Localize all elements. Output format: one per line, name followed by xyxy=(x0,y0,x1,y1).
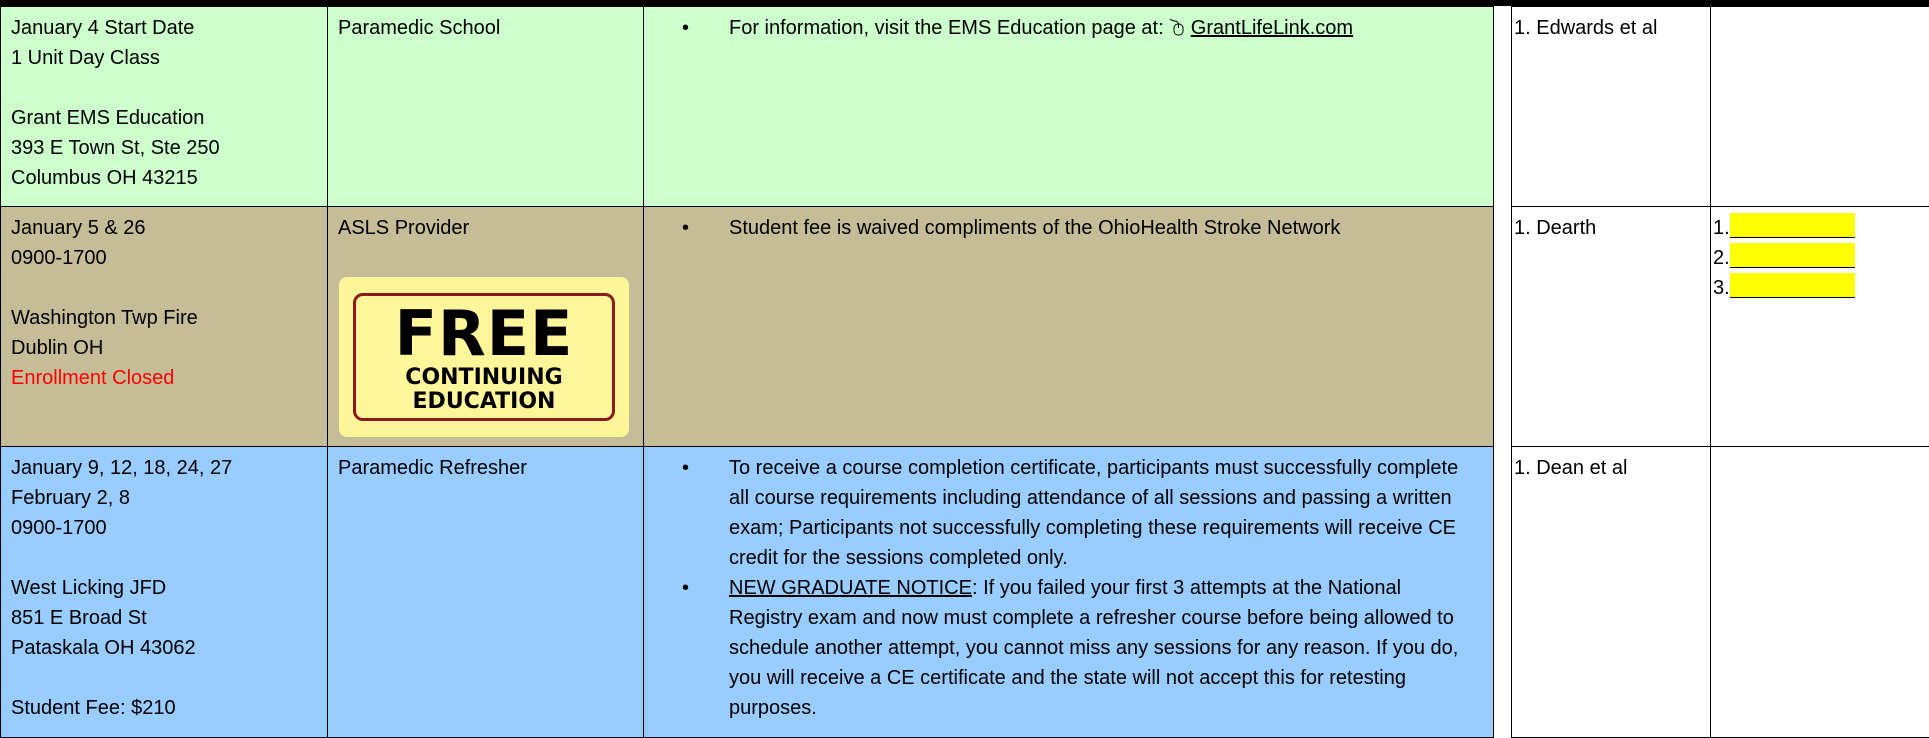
slot-blank xyxy=(1729,273,1855,298)
note: To receive a course completion certifica… xyxy=(654,453,1483,573)
badge-text: CONTINUING xyxy=(405,365,563,390)
course-cell: Paramedic Refresher xyxy=(327,446,644,738)
date-location-cell: January 4 Start Date 1 Unit Day Class Gran… xyxy=(0,6,328,207)
text-line: February 2, 8 xyxy=(11,487,130,509)
mouse-icon xyxy=(1169,18,1184,36)
notes-cell: For information, visit the EMS Education… xyxy=(643,6,1494,207)
notes-cell: Student fee is waived compliments of the… xyxy=(643,206,1494,447)
notes-list: Student fee is waived compliments of the… xyxy=(654,213,1483,243)
note-heading: NEW GRADUATE NOTICE xyxy=(729,577,972,599)
note: NEW GRADUATE NOTICE: If you failed your … xyxy=(654,573,1483,723)
badge-frame: FREE CONTINUING EDUCATION xyxy=(353,293,615,421)
enrollment-status: Enrollment Closed xyxy=(11,367,175,389)
text-line: 0900-1700 xyxy=(11,517,107,539)
top-bar xyxy=(0,0,1929,6)
slot-number: 1. xyxy=(1713,217,1730,239)
slots-cell xyxy=(1710,6,1929,207)
text-block: Grant EMS Education 393 E Town St, Ste 25… xyxy=(11,103,317,193)
instructors: 1. Dearth xyxy=(1514,217,1597,239)
text-line: 851 E Broad St xyxy=(11,607,147,629)
text-line: Dublin OH xyxy=(11,337,104,359)
text-line: January 4 Start Date xyxy=(11,17,195,39)
text-line: Student Fee: $210 xyxy=(11,697,176,719)
note-text: To receive a course completion certifica… xyxy=(729,457,1459,569)
notes-cell: To receive a course completion certifica… xyxy=(643,446,1494,738)
date-location-cell: January 9, 12, 18, 24, 27 February 2, 8 09… xyxy=(0,446,328,738)
date-location-cell: January 5 & 26 0900-1700 Washington Twp Fi… xyxy=(0,206,328,447)
note-text: Student fee is waived compliments of the… xyxy=(729,217,1341,239)
badge-text: FREE xyxy=(394,297,574,370)
slot-blank xyxy=(1729,213,1855,238)
text-block: January 5 & 26 0900-1700 xyxy=(11,213,317,273)
instructors-cell: 1. Dearth xyxy=(1511,206,1711,447)
notes-list: To receive a course completion certifica… xyxy=(654,453,1483,723)
text-block: January 4 Start Date 1 Unit Day Class xyxy=(11,13,317,73)
slot: 2. xyxy=(1713,243,1927,273)
link[interactable]: GrantLifeLink.com xyxy=(1190,17,1354,39)
badge-text: EDUCATION xyxy=(412,389,556,414)
course-name: ASLS Provider xyxy=(338,217,470,239)
note: Student fee is waived compliments of the… xyxy=(654,213,1483,243)
note: For information, visit the EMS Education… xyxy=(654,13,1483,43)
slot-blank xyxy=(1729,243,1855,268)
course-name: Paramedic School xyxy=(338,17,501,39)
text-line: January 9, 12, 18, 24, 27 xyxy=(11,457,233,479)
instructors-cell: 1. Edwards et al xyxy=(1511,6,1711,207)
instructors-cell: 1. Dean et al xyxy=(1511,446,1711,738)
course-cell: ASLS Provider FREE CONTINUING EDUCATION xyxy=(327,206,644,447)
text-line: 0900-1700 xyxy=(11,247,107,269)
text-block: Washington Twp Fire Dublin OH Enrollment C… xyxy=(11,303,317,393)
text-line: West Licking JFD xyxy=(11,577,167,599)
text-line: 1 Unit Day Class xyxy=(11,47,160,69)
slots-cell: 1. 2. 3. xyxy=(1710,206,1929,447)
text-line: Pataskala OH 43062 xyxy=(11,637,196,659)
text-line: 393 E Town St, Ste 250 xyxy=(11,137,220,159)
course-name: Paramedic Refresher xyxy=(338,457,527,479)
text-line: Grant EMS Education xyxy=(11,107,205,129)
slots-cell xyxy=(1710,446,1929,738)
text-block: January 9, 12, 18, 24, 27 February 2, 8 09… xyxy=(11,453,317,543)
text-block: Student Fee: $210 xyxy=(11,693,317,723)
slot: 1. xyxy=(1713,213,1927,243)
notes-list: For information, visit the EMS Education… xyxy=(654,13,1483,43)
text-line: Washington Twp Fire xyxy=(11,307,198,329)
text-line: Columbus OH 43215 xyxy=(11,167,198,189)
instructors: 1. Dean et al xyxy=(1514,457,1628,479)
course-cell: Paramedic School xyxy=(327,6,644,207)
note-text: : If you failed your first 3 attempts at… xyxy=(729,577,1459,719)
free-ce-badge: FREE CONTINUING EDUCATION xyxy=(339,277,629,437)
slot: 3. xyxy=(1713,273,1927,303)
note-text: For information, visit the EMS Education… xyxy=(729,17,1164,39)
slot-number: 3. xyxy=(1713,277,1730,299)
instructors: 1. Edwards et al xyxy=(1514,17,1658,39)
text-block: West Licking JFD 851 E Broad St Pataskala … xyxy=(11,573,317,663)
text-line: January 5 & 26 xyxy=(11,217,146,239)
slot-number: 2. xyxy=(1713,247,1730,269)
